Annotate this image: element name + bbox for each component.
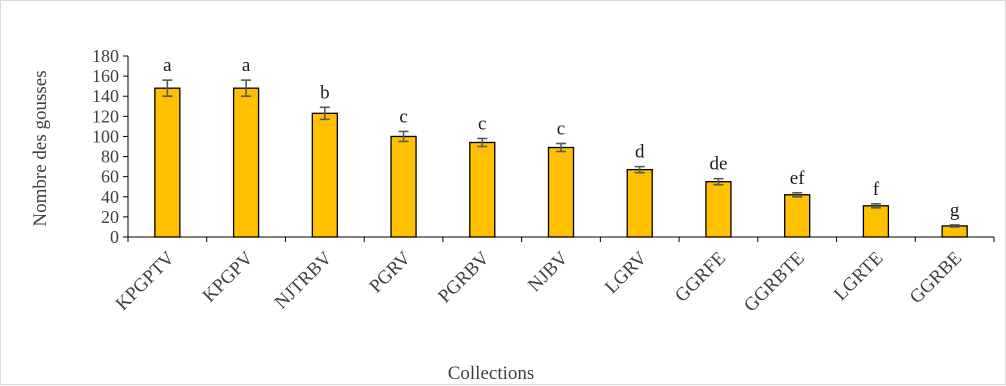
significance-letter: a: [242, 55, 251, 76]
x-tick-label: GGRBTE: [740, 248, 809, 317]
bar-kpgpv: [232, 87, 260, 238]
y-tick-label: 40: [101, 187, 119, 207]
significance-letter: c: [399, 106, 407, 127]
bar-njbv: [547, 146, 575, 238]
x-axis-title: Collections: [448, 363, 535, 384]
x-tick-label: NJBV: [524, 247, 573, 296]
x-tick-label: PGRBV: [434, 247, 494, 307]
significance-letter: d: [635, 142, 645, 163]
bar-pgrbv: [469, 141, 496, 238]
y-tick-label: 60: [101, 167, 119, 187]
y-tick-label: 120: [92, 106, 119, 126]
x-tick-label: KPGPTV: [112, 247, 179, 314]
y-tick-label: 140: [92, 86, 119, 106]
x-tick-label: LGRV: [601, 247, 652, 298]
significance-letter: de: [709, 154, 727, 175]
bar-lgrv: [626, 168, 653, 238]
y-tick-label: 180: [92, 46, 119, 66]
bar-kpgptv: [154, 87, 181, 238]
significance-letter: a: [163, 55, 172, 76]
y-tick-label: 100: [92, 126, 119, 146]
bar-njtrbv: [311, 112, 338, 238]
significance-letter: c: [557, 118, 565, 139]
bar-lgrte: [862, 205, 890, 238]
y-tick-label: 80: [101, 147, 119, 167]
bar-pgrv: [390, 135, 417, 238]
significance-letter: c: [478, 113, 486, 134]
y-axis-title: Nombre des gousses: [30, 70, 51, 226]
bar-ggrfe: [705, 181, 732, 238]
significance-letter: g: [950, 200, 960, 221]
significance-letter: b: [320, 82, 330, 103]
x-tick-label: GGRFE: [671, 248, 730, 307]
y-tick-label: 20: [101, 207, 119, 227]
x-tick-label: KPGPV: [199, 247, 258, 306]
x-tick-label: GGRBE: [906, 248, 966, 308]
x-tick-label: LGRTE: [830, 248, 887, 305]
significance-letter: ef: [790, 168, 805, 189]
x-tick-label: NJTRBV: [271, 247, 337, 313]
bar-ggrbte: [784, 194, 811, 238]
y-tick-label: 0: [110, 227, 119, 247]
significance-letter: f: [873, 179, 880, 200]
y-tick-label: 160: [92, 66, 119, 86]
x-tick-label: PGRV: [365, 247, 415, 297]
